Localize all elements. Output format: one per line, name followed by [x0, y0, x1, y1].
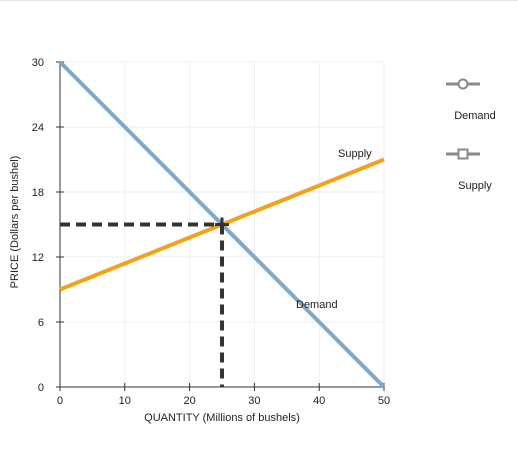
y-tick-label: 30: [32, 57, 44, 69]
equilibrium: [60, 217, 229, 387]
x-tick-label: 40: [313, 395, 325, 407]
legend-label-supply: Supply: [458, 180, 492, 192]
y-tick-label: 12: [32, 252, 44, 264]
square-marker-icon: [446, 148, 480, 160]
supply-curve-label: Supply: [338, 148, 372, 160]
legend: Demand Supply: [440, 78, 510, 218]
y-tick-label: 6: [38, 317, 44, 329]
x-tick-label: 10: [119, 395, 131, 407]
y-axis-label: PRICE (Dollars per bushel): [9, 156, 21, 289]
top-divider: [0, 0, 518, 1]
y-tick-label: 18: [32, 187, 44, 199]
tick-labels: 0 10 20 30 40 50 0 6 12 18 24 30: [32, 57, 390, 407]
y-tick-label: 0: [38, 382, 44, 394]
demand-curve-label: Demand: [296, 299, 338, 311]
x-axis-label: QUANTITY (Millions of bushels): [144, 412, 300, 424]
y-tick-label: 24: [32, 122, 44, 134]
x-tick-label: 20: [183, 395, 195, 407]
legend-item-supply[interactable]: Supply: [440, 148, 510, 218]
legend-item-demand[interactable]: Demand: [440, 78, 510, 148]
x-tick-label: 50: [378, 395, 390, 407]
x-tick-label: 0: [57, 395, 63, 407]
x-tick-label: 30: [248, 395, 260, 407]
circle-marker-icon: [446, 78, 480, 90]
legend-label-demand: Demand: [454, 110, 496, 122]
